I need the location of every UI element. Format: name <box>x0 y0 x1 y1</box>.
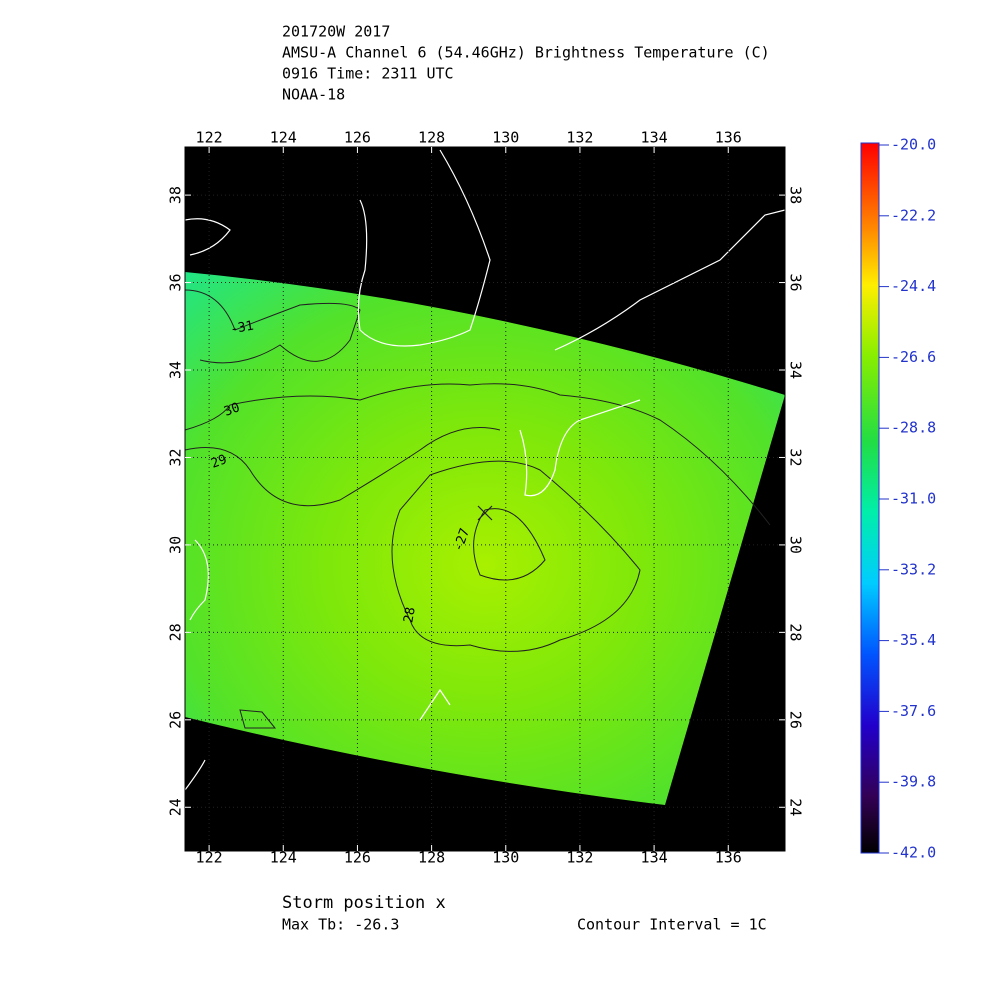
contour-interval: Contour Interval = 1C <box>577 916 767 934</box>
colorbar-label: -28.8 <box>891 419 936 437</box>
contours <box>184 289 771 729</box>
contour-label: 29 <box>209 452 229 471</box>
lon-tick-label: 130 <box>492 129 519 147</box>
swath <box>185 272 785 805</box>
contour <box>184 427 501 507</box>
lat-tick-label: 30 <box>787 536 805 554</box>
lat-tick-label: 38 <box>787 186 805 204</box>
colorbar-label: -31.0 <box>891 490 936 508</box>
max-tb: Max Tb: -26.3 <box>282 916 399 934</box>
storm-marker <box>477 505 493 521</box>
lat-tick-label: 36 <box>787 274 805 292</box>
colorbar-scale <box>860 142 880 854</box>
header-line: AMSU-A Channel 6 (54.46GHz) Brightness T… <box>282 44 770 62</box>
colorbar-label: -42.0 <box>891 844 936 862</box>
lat-tick-label: 34 <box>167 361 185 379</box>
lat-tick-label: 26 <box>787 711 805 729</box>
contour-label: 30 <box>222 400 242 419</box>
lat-tick-label: 34 <box>787 361 805 379</box>
map-frame <box>184 146 786 852</box>
lat-tick-label: 24 <box>787 798 805 816</box>
colorbar-label: -35.4 <box>891 631 936 649</box>
lon-tick-label: 124 <box>270 129 297 147</box>
lon-tick-label: 134 <box>641 129 668 147</box>
coastline <box>554 209 786 351</box>
contour-label: -31 <box>229 319 255 338</box>
coastline <box>184 759 206 791</box>
coastline <box>184 218 231 256</box>
lon-tick-label: 122 <box>196 849 223 867</box>
colorbar-label: -26.6 <box>891 348 936 366</box>
lat-tick-label: 28 <box>787 623 805 641</box>
lat-tick-label: 38 <box>167 186 185 204</box>
header-line: 201720W 2017 <box>282 23 390 41</box>
storm-note: Storm position x <box>282 893 446 913</box>
lon-tick-label: 124 <box>270 849 297 867</box>
lon-tick-label: 128 <box>418 129 445 147</box>
colorbar-label: -24.4 <box>891 277 936 295</box>
lat-tick-label: 36 <box>167 274 185 292</box>
lat-tick-label: 32 <box>787 448 805 466</box>
lon-tick-label: 132 <box>566 129 593 147</box>
lon-tick-label: 126 <box>344 129 371 147</box>
colorbar-label: -22.2 <box>891 206 936 224</box>
lat-tick-label: 28 <box>167 623 185 641</box>
lon-tick-label: 122 <box>196 129 223 147</box>
lon-tick-label: 130 <box>492 849 519 867</box>
colorbar-label: -37.6 <box>891 702 936 720</box>
coastline <box>519 399 641 497</box>
colorbar: -20.0 -22.2 -24.4 -26.6 -28.8 -31.0 -33.2 -35.4… <box>860 136 936 862</box>
coastline <box>189 539 209 621</box>
contour <box>184 383 771 526</box>
header-line: 0916 Time: 2311 UTC <box>282 65 454 83</box>
contour <box>391 460 641 652</box>
lon-tick-label: 136 <box>715 129 742 147</box>
coastlines <box>184 149 786 791</box>
contour <box>239 709 277 729</box>
colorbar-label: -20.0 <box>891 136 936 154</box>
coastline <box>357 149 491 347</box>
colorbar-label: -33.2 <box>891 560 936 578</box>
lon-tick-label: 136 <box>715 849 742 867</box>
lat-tick-label: 30 <box>167 536 185 554</box>
colorbar-label: -39.8 <box>891 773 936 791</box>
contour <box>184 289 361 364</box>
lon-tick-label: 132 <box>566 849 593 867</box>
lat-tick-label: 26 <box>167 711 185 729</box>
lon-tick-label: 126 <box>344 849 371 867</box>
header-line: NOAA-18 <box>282 86 345 104</box>
lon-tick-label: 134 <box>641 849 668 867</box>
lat-tick-label: 32 <box>167 448 185 466</box>
lat-tick-label: 24 <box>167 798 185 816</box>
contour <box>473 508 546 581</box>
coastline <box>419 688 451 721</box>
lon-tick-label: 128 <box>418 849 445 867</box>
contour-label: 28 <box>401 606 418 624</box>
